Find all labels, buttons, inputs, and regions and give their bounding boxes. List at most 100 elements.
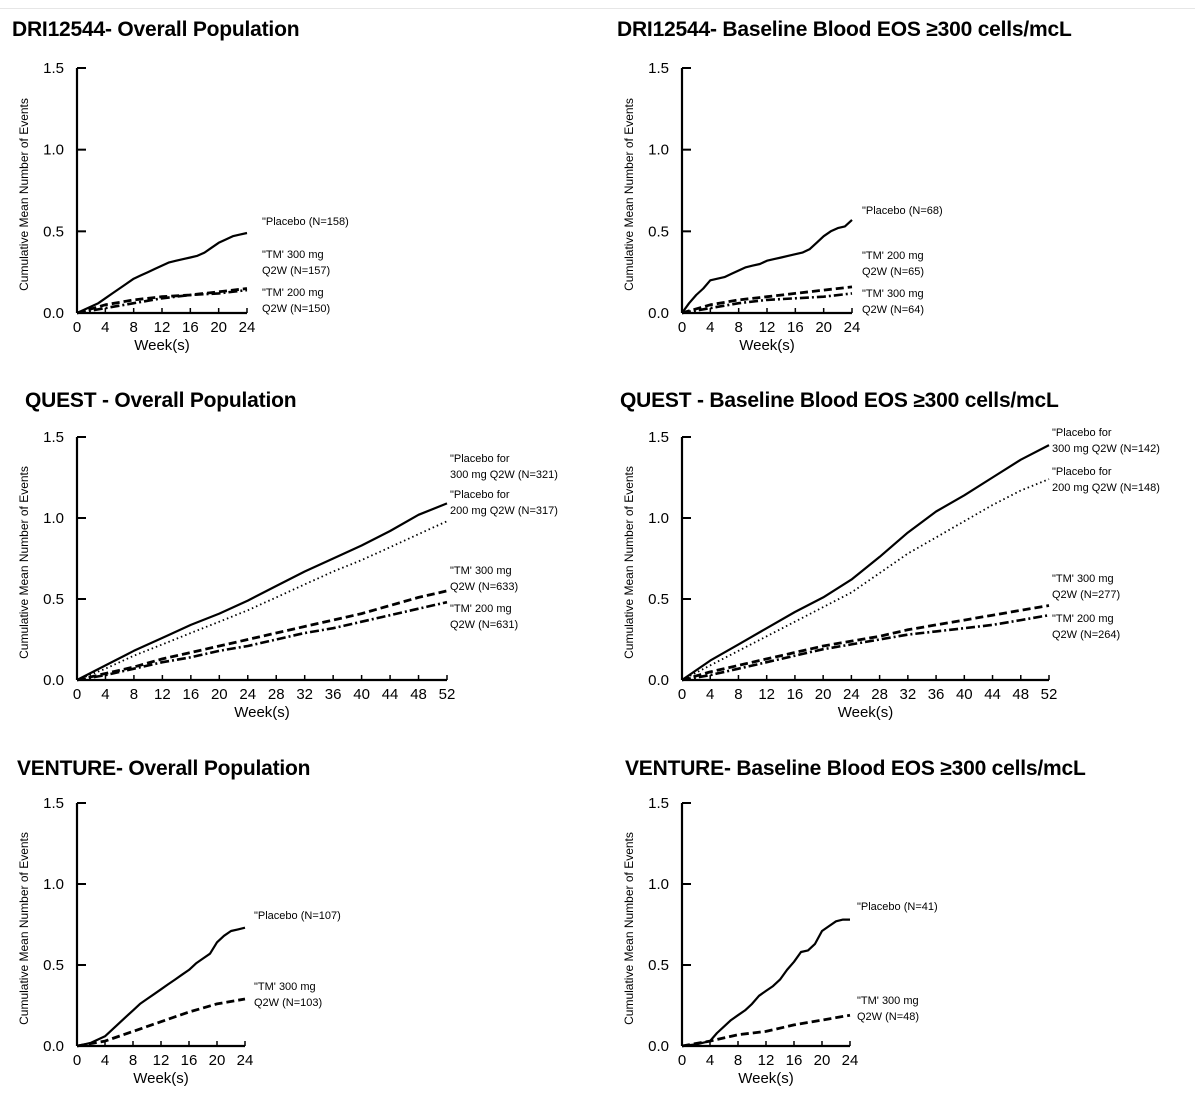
series-label: Q2W (N=48) [857,1011,919,1023]
series-label: "Placebo (N=158) [262,216,349,228]
x-tick-label: 48 [410,686,427,703]
y-tick-label: 1.5 [43,795,64,812]
x-tick-label: 12 [153,1052,170,1069]
x-tick-label: 44 [382,686,399,703]
series-label: 300 mg Q2W (N=142) [1052,443,1160,455]
x-tick-label: 4 [101,686,109,703]
chart-svg: 0.00.51.01.50 4 8 12 16 20 24 28 32 36 40 44 48 52Wee… [622,427,1160,721]
series-line-tm-300-mg [681,1013,851,1048]
x-tick-label: 32 [900,686,917,703]
x-tick-label: 24 [843,686,860,703]
y-axis-label: Cumulative Mean Number of Events [17,98,31,291]
x-tick-label: 16 [787,319,804,336]
x-axis-label: Week(s) [133,1070,189,1087]
x-tick-label: 0 [678,686,686,703]
x-tick-label: 12 [759,319,776,336]
y-axis-label: Cumulative Mean Number of Events [622,832,636,1025]
x-tick-label: 12 [758,1052,775,1069]
y-tick-label: 0.5 [648,223,669,240]
y-tick-label: 0.0 [648,305,669,322]
series-label: "TM' 200 mg [1052,613,1114,625]
series-label: "Placebo (N=41) [857,901,938,913]
x-tick-label: 16 [181,1052,198,1069]
y-tick-label: 1.5 [43,429,64,446]
y-tick-label: 1.0 [43,142,64,159]
x-tick-label: 52 [1041,686,1058,703]
series-label: "Placebo for [1052,466,1112,478]
series-line-placebo-n-41 [681,918,850,1048]
series-label: 200 mg Q2W (N=317) [450,505,558,517]
x-tick-label: 20 [210,319,227,336]
x-tick-label: 28 [871,686,888,703]
series-label: "TM' 300 mg [254,981,316,993]
series-label: "TM' 200 mg [862,250,924,262]
x-tick-label: 20 [814,1052,831,1069]
series-label: "Placebo for [1052,427,1112,439]
series-label: "Placebo (N=68) [862,205,943,217]
x-tick-label: 20 [211,686,228,703]
series-label: Q2W (N=103) [254,997,322,1009]
y-axis-label: Cumulative Mean Number of Events [622,98,636,291]
x-tick-label: 0 [73,1052,81,1069]
x-tick-label: 52 [439,686,456,703]
x-axis-label: Week(s) [838,704,894,721]
series-line-placebo-for [681,444,1050,681]
y-axis-label: Cumulative Mean Number of Events [622,466,636,659]
x-tick-label: 8 [129,319,137,336]
series-line-tm-300-mg [76,997,246,1048]
y-tick-label: 1.0 [648,876,669,893]
x-tick-label: 8 [734,319,742,336]
x-tick-label: 4 [101,319,109,336]
x-tick-label: 0 [678,1052,686,1069]
series-label: Q2W (N=633) [450,581,518,593]
y-tick-label: 0.5 [648,957,669,974]
series-label: "TM' 300 mg [1052,573,1114,585]
x-tick-label: 40 [956,686,973,703]
y-tick-label: 0.5 [43,591,64,608]
series-label: Q2W (N=150) [262,303,330,315]
series-line-tm-200-mg [681,613,1050,682]
x-tick-label: 8 [130,686,138,703]
chart-svg: 0.0 0.5 1.0 1.5 0 4 8 12 16 20 24 Week(s) Cumulative… [17,60,349,354]
x-tick-label: 24 [239,319,256,336]
x-tick-label: 16 [182,319,199,336]
series-label: "Placebo for [450,453,510,465]
x-tick-label: 24 [239,686,256,703]
y-tick-label: 1.0 [43,876,64,893]
x-tick-label: 4 [706,1052,714,1069]
x-tick-label: 24 [237,1052,254,1069]
y-tick-label: 0.0 [43,305,64,322]
x-tick-label: 36 [325,686,342,703]
series-line-placebo-n-68 [681,219,853,314]
x-tick-label: 8 [734,686,742,703]
x-tick-label: 4 [706,319,714,336]
x-tick-label: 24 [842,1052,859,1069]
series-label: "TM' 200 mg [262,287,324,299]
y-tick-label: 0.5 [43,957,64,974]
series-label: Q2W (N=277) [1052,589,1120,601]
x-tick-label: 24 [844,319,861,336]
series-label: Q2W (N=64) [862,304,924,316]
chart-title: QUEST - Baseline Blood EOS ≥300 cells/mc… [620,389,1059,412]
x-tick-label: 0 [73,319,81,336]
x-tick-label: 32 [296,686,313,703]
y-tick-label: 1.0 [648,510,669,527]
x-axis-label: Week(s) [134,337,190,354]
chart-title: DRI12544- Overall Population [12,18,300,41]
x-tick-label: 12 [758,686,775,703]
y-tick-label: 0.0 [43,672,64,689]
series-line-placebo-for [681,478,1050,681]
x-tick-label: 0 [73,686,81,703]
series-label: "TM' 300 mg [450,565,512,577]
x-tick-label: 16 [786,1052,803,1069]
chart-title: QUEST - Overall Population [25,389,297,412]
series-label: Q2W (N=157) [262,265,330,277]
series-label: "Placebo for [450,489,510,501]
series-label: "TM' 300 mg [262,249,324,261]
y-tick-label: 1.0 [648,142,669,159]
series-label: "Placebo (N=107) [254,910,341,922]
series-line-tm-300-mg [681,292,853,315]
y-tick-label: 1.5 [648,795,669,812]
series-line-tm-300-mg [76,589,448,682]
series-line-tm-200-mg [76,288,248,315]
